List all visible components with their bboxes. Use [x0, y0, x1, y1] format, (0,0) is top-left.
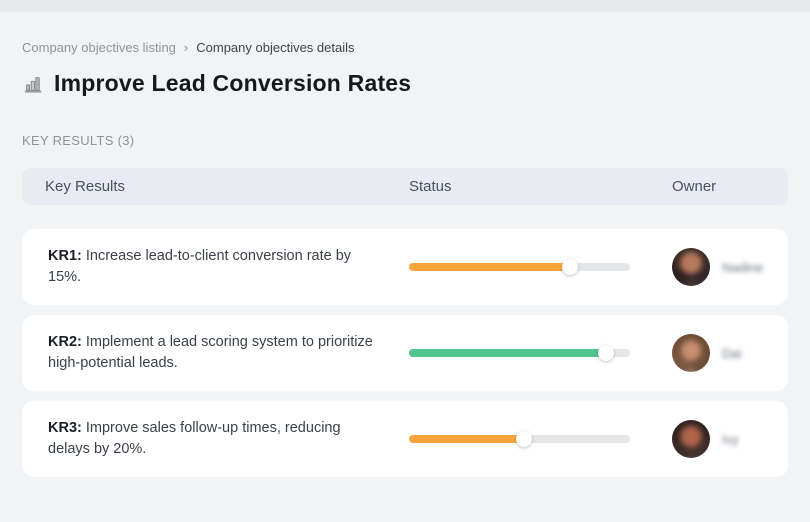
- progress-slider: [409, 345, 630, 361]
- column-header-key-results: Key Results: [45, 178, 126, 195]
- breadcrumb: Company objectives listing › Company obj…: [22, 40, 788, 55]
- avatar-photo: [672, 420, 710, 458]
- avatar: [672, 248, 710, 286]
- kr-label: KR2:: [48, 334, 82, 350]
- progress-knob[interactable]: [515, 431, 532, 447]
- owner-name: Ivy: [722, 431, 739, 447]
- kr-text: Implement a lead scoring system to prior…: [48, 334, 373, 371]
- column-header-status: Status: [409, 178, 452, 195]
- status-cell: [409, 259, 672, 275]
- page-title: Improve Lead Conversion Rates: [54, 70, 412, 96]
- breadcrumb-item-listing[interactable]: Company objectives listing: [22, 40, 176, 55]
- main-content: Company objectives listing › Company obj…: [0, 40, 810, 477]
- kr-label: KR1:: [48, 248, 82, 264]
- table-row-kr1[interactable]: KR1: Increase lead-to-client conversion …: [22, 229, 788, 305]
- column-header-owner: Owner: [672, 178, 717, 195]
- section-label-key-results: KEY RESULTS (3): [22, 133, 135, 148]
- avatar: [672, 420, 710, 458]
- owner-cell: Nadine: [672, 248, 788, 286]
- status-cell: [409, 345, 672, 361]
- kr-description: KR3: Improve sales follow-up times, redu…: [22, 418, 409, 460]
- kr-text: Improve sales follow-up times, reducing …: [48, 420, 341, 457]
- progress-slider: [409, 259, 630, 275]
- chevron-right-icon: ›: [183, 40, 189, 55]
- kr-description: KR1: Increase lead-to-client conversion …: [22, 246, 409, 288]
- kr-text: Increase lead-to-client conversion rate …: [48, 248, 352, 285]
- progress-slider: [409, 431, 630, 447]
- status-cell: [409, 431, 672, 447]
- owner-name: Nadine: [722, 259, 764, 275]
- owner-cell: Ivy: [672, 420, 788, 458]
- progress-fill: [409, 349, 606, 357]
- owner-cell: Dai: [672, 334, 788, 372]
- progress-knob[interactable]: [562, 259, 579, 275]
- top-strip: [0, 0, 810, 12]
- bar-chart-icon: [22, 73, 44, 95]
- avatar-photo: [672, 334, 710, 372]
- breadcrumb-item-details[interactable]: Company objectives details: [196, 40, 355, 55]
- avatar-photo: [672, 248, 710, 286]
- progress-knob[interactable]: [597, 345, 614, 361]
- kr-label: KR3:: [48, 420, 82, 436]
- owner-name: Dai: [722, 345, 742, 361]
- progress-fill: [409, 263, 571, 271]
- progress-fill: [409, 435, 524, 443]
- table-row-kr3[interactable]: KR3: Improve sales follow-up times, redu…: [22, 401, 788, 477]
- table-header: Key Results Status Owner: [22, 168, 788, 205]
- avatar: [672, 334, 710, 372]
- page-title-row: Improve Lead Conversion Rates: [22, 70, 788, 97]
- kr-description: KR2: Implement a lead scoring system to …: [22, 332, 409, 374]
- table-row-kr2[interactable]: KR2: Implement a lead scoring system to …: [22, 315, 788, 391]
